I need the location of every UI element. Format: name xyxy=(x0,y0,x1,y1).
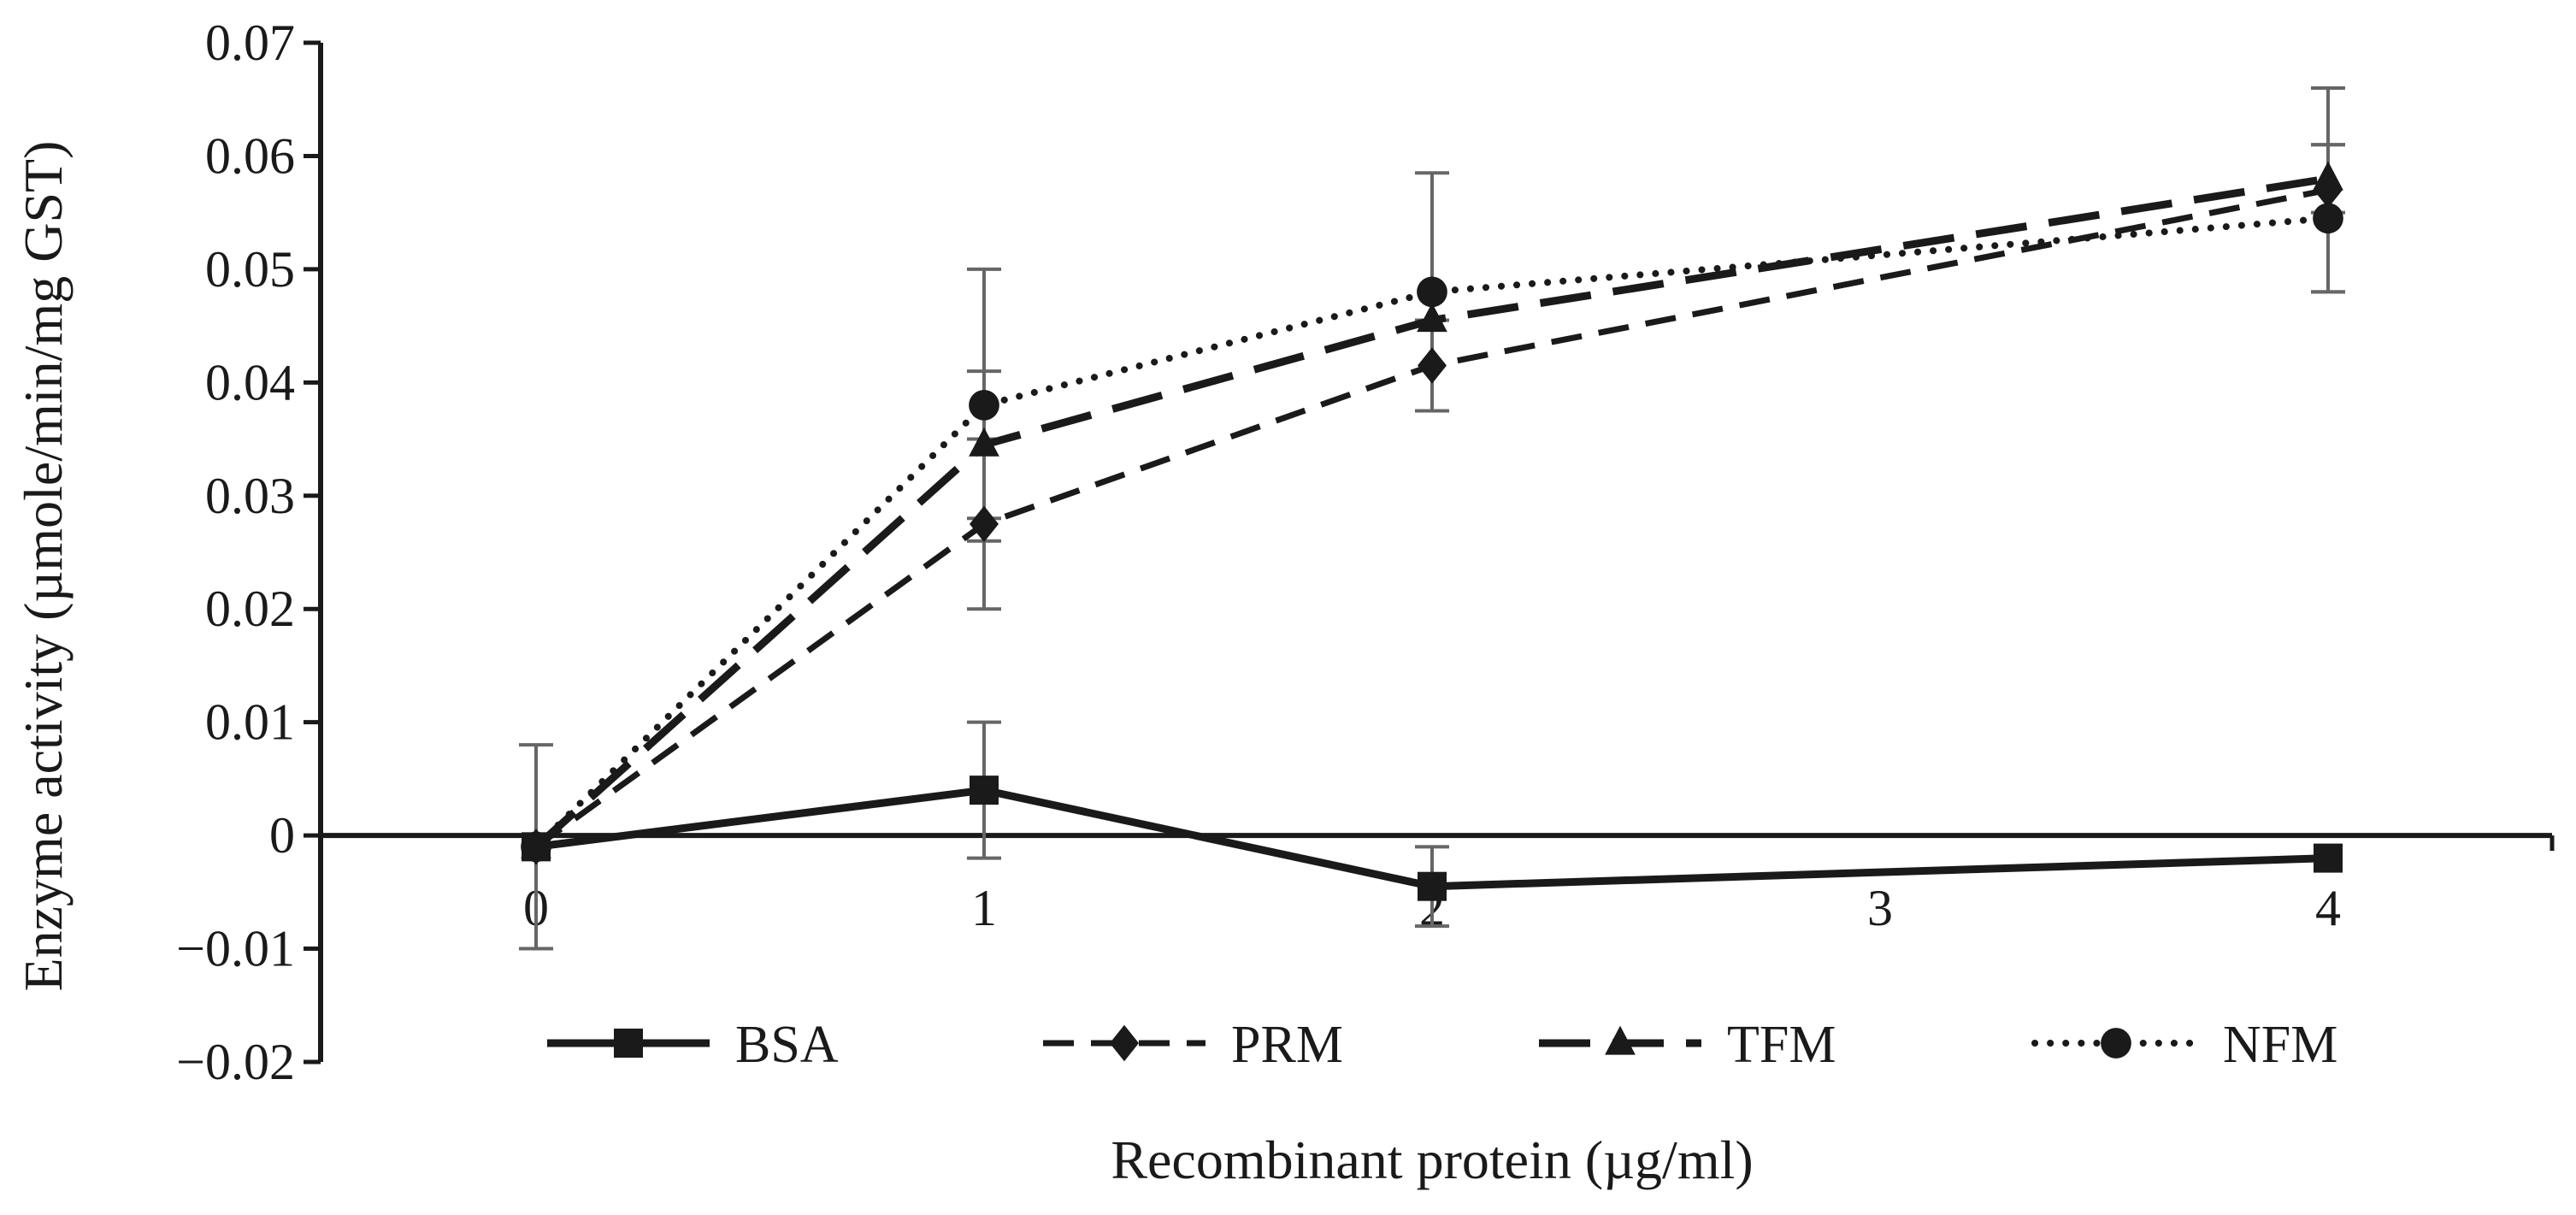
data-point-prm xyxy=(970,505,999,543)
legend-label-prm: PRM xyxy=(1231,1016,1343,1074)
y-axis-label: Enzyme activity (µmole/min/mg GST) xyxy=(13,141,74,992)
series-lines xyxy=(521,161,2343,901)
legend-marker-tfm xyxy=(1605,1025,1636,1055)
y-tick-label: −0.02 xyxy=(176,1034,295,1090)
axes: −0.02−0.0100.010.020.030.040.050.060.070… xyxy=(176,15,2555,1090)
legend-label-nfm: NFM xyxy=(2223,1016,2337,1074)
x-tick-label: 4 xyxy=(2315,880,2341,936)
x-axis-label: Recombinant protein (µg/ml) xyxy=(1111,1129,1753,1190)
data-point-nfm xyxy=(1417,276,1447,308)
y-tick-label: 0.01 xyxy=(205,694,295,751)
x-tick-label: 1 xyxy=(971,880,997,936)
data-point-nfm xyxy=(969,389,999,421)
data-point-tfm xyxy=(1417,303,1447,333)
y-tick-label: 0.03 xyxy=(205,468,295,524)
data-point-bsa xyxy=(1418,871,1447,901)
legend-marker-prm xyxy=(1110,1024,1139,1062)
data-point-nfm xyxy=(521,831,551,863)
data-point-bsa xyxy=(2314,843,2343,873)
data-point-nfm xyxy=(2313,203,2343,234)
series-line-bsa xyxy=(535,786,2329,891)
y-tick-label: 0.06 xyxy=(205,127,295,184)
y-tick-label: 0 xyxy=(269,807,295,864)
data-point-bsa xyxy=(970,776,999,805)
legend-label-bsa: BSA xyxy=(735,1016,839,1074)
data-point-tfm xyxy=(969,427,999,457)
x-tick-label: 3 xyxy=(1867,880,1893,936)
series-line-prm xyxy=(533,186,2329,850)
y-tick-label: 0.07 xyxy=(205,15,295,71)
legend-marker-nfm xyxy=(2101,1028,2131,1059)
y-tick-label: 0.05 xyxy=(205,241,295,298)
legend-label-tfm: TFM xyxy=(1727,1016,1836,1074)
series-line-tfm xyxy=(533,174,2329,850)
y-tick-label: −0.01 xyxy=(176,921,295,977)
data-point-prm xyxy=(1418,347,1447,384)
y-tick-label: 0.04 xyxy=(205,354,295,410)
y-tick-label: 0.02 xyxy=(205,581,295,637)
data-point-tfm xyxy=(2313,161,2343,191)
legend-marker-bsa xyxy=(614,1029,643,1058)
legend: BSA PRM TFM NFM xyxy=(547,1016,2337,1074)
